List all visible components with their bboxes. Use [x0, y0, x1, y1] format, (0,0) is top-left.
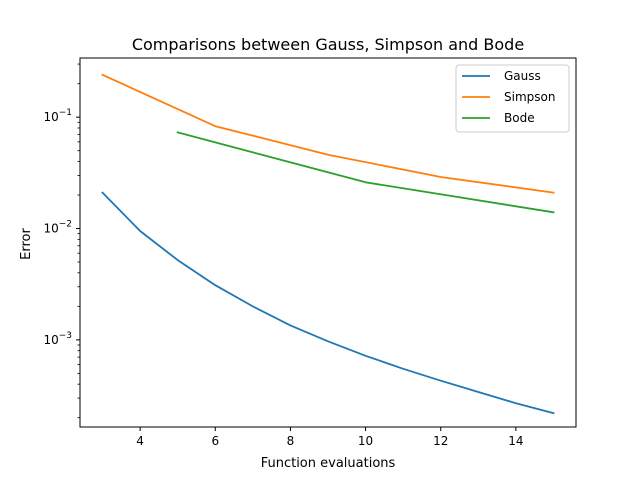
x-tick-label: 12: [433, 434, 448, 448]
legend: Gauss Simpson Bode: [455, 64, 570, 133]
x-tick-label: 8: [287, 434, 295, 448]
x-tick-label: 14: [508, 434, 523, 448]
axes-frame: [79, 57, 577, 428]
y-axis-label: Error: [19, 228, 34, 260]
legend-box: [455, 64, 570, 133]
x-tick-label: 6: [211, 434, 219, 448]
y-tick-exponent: −2: [59, 220, 72, 230]
series-line-simpson: [101, 73, 555, 194]
legend-label-simpson: Simpson: [504, 90, 555, 104]
chart-title: Comparisons between Gauss, Simpson and B…: [132, 35, 524, 54]
y-tick-exponent: −1: [59, 108, 72, 118]
y-tick-exponent: −3: [59, 331, 72, 341]
x-tick-label: 10: [358, 434, 373, 448]
series-line-gauss: [101, 191, 555, 415]
legend-label-gauss: Gauss: [504, 69, 541, 83]
series-line-bode: [176, 131, 555, 214]
x-tick-label: 4: [136, 434, 144, 448]
x-axis-label: Function evaluations: [261, 456, 396, 471]
legend-label-bode: Bode: [504, 111, 535, 125]
